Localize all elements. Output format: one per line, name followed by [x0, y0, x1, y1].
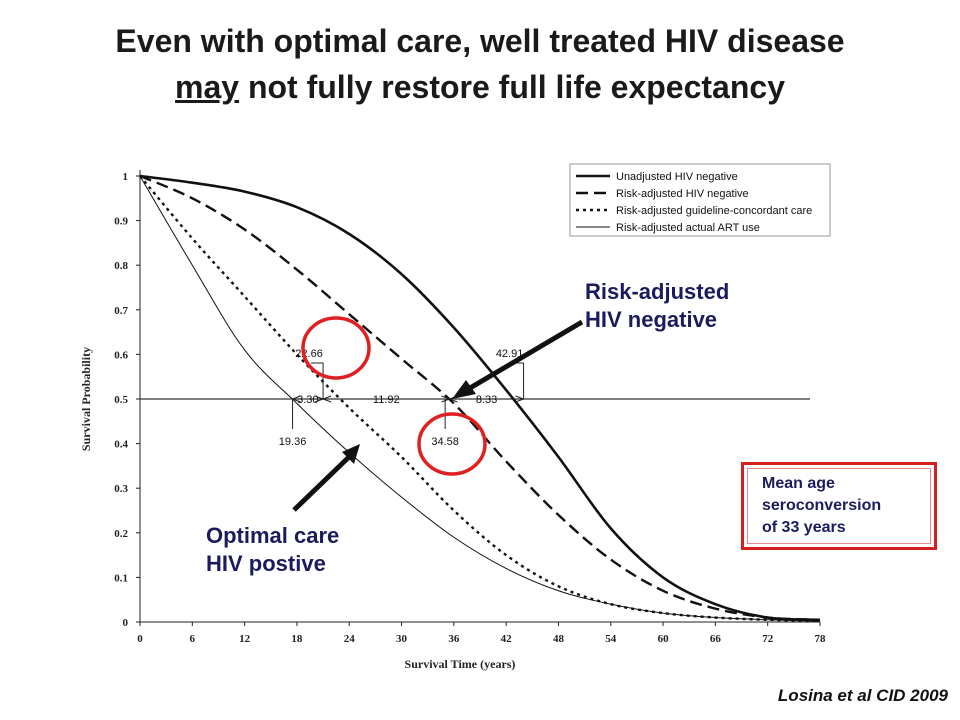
y-axis-label: Survival Probability: [79, 347, 93, 451]
chart-median-marks: 19.36 22.66 34.58 42.91 3.30 11.92 8.33: [279, 348, 526, 448]
x-tick-label: 18: [291, 633, 303, 645]
legend-label: Risk-adjusted actual ART use: [616, 222, 760, 234]
x-tick-label: 48: [553, 633, 565, 645]
arrow-optimal-care-head: [342, 444, 360, 464]
difference-arrow-left: [321, 395, 332, 403]
x-tick-label: 78: [815, 633, 827, 645]
mean-age-line1: Mean age: [762, 475, 835, 492]
y-tick-label: 0.4: [114, 439, 128, 451]
title-underlined-word: may: [175, 69, 240, 105]
callout-risk-adjusted-line1: Risk-adjusted: [585, 279, 730, 304]
y-tick-label: 0.6: [114, 349, 128, 361]
series-line-4: [139, 175, 821, 622]
x-tick-label: 36: [448, 633, 460, 645]
citation: Losina et al CID 2009: [777, 686, 948, 705]
legend-label: Risk-adjusted guideline-concordant care: [616, 205, 812, 217]
highlight-circle-34-58: [417, 412, 487, 476]
difference-label: 8.33: [476, 394, 497, 406]
y-tick-label: 1: [123, 171, 129, 183]
title-line2: may not fully restore full life expectan…: [0, 66, 960, 108]
median-label: 34.58: [431, 436, 459, 448]
y-tick-label: 0.3: [114, 483, 128, 495]
y-tick-label: 0.5: [114, 394, 128, 406]
difference-label: 3.30: [297, 394, 318, 406]
arrow-risk-adjusted-head: [452, 380, 476, 399]
median-label: 42.91: [496, 348, 524, 360]
difference-arrow-left: [291, 395, 301, 403]
arrow-optimal-care-shaft: [292, 454, 352, 512]
x-tick-label: 30: [396, 633, 408, 645]
median-label: 19.36: [279, 436, 307, 448]
x-tick-label: 6: [190, 633, 196, 645]
legend-box: [569, 163, 831, 237]
difference-label: 11.92: [373, 394, 400, 406]
y-tick-label: 0.1: [114, 572, 128, 584]
legend-label: Unadjusted HIV negative: [616, 171, 738, 183]
chart-axes: 0 6 12 18 24 30 36 42 48 54 60 66 72 78 0 0.1 0.2 0.3 0.4 0…: [79, 170, 826, 671]
callout-optimal-care: Optimal care HIV postive: [206, 522, 339, 578]
y-tick-label: 0.2: [114, 528, 128, 540]
series-line-2: [139, 174, 821, 621]
mean-age-line3: of 33 years: [762, 519, 846, 536]
callout-risk-adjusted: Risk-adjusted HIV negative: [585, 278, 729, 334]
x-tick-label: 42: [501, 633, 513, 645]
y-tick-label: 0.7: [114, 305, 128, 317]
mean-age-line2: seroconversion: [762, 497, 882, 514]
chart-legend: Unadjusted HIV negative Risk-adjusted HIV…: [569, 163, 831, 237]
title-line1: Even with optimal care, well treated HIV…: [115, 23, 845, 59]
highlight-circle-22-66: [301, 316, 371, 380]
x-axis-label: Survival Time (years): [405, 657, 516, 671]
x-tick-label: 60: [658, 633, 670, 645]
median-label: 22.66: [295, 348, 323, 360]
y-tick-label: 0.8: [114, 260, 128, 272]
title-line2-rest: not fully restore full life expectancy: [239, 69, 785, 105]
x-tick-label: 0: [137, 633, 143, 645]
mean-age-box: Mean age seroconversion of 33 years: [741, 462, 937, 550]
x-tick-label: 54: [605, 633, 617, 645]
x-tick-label: 72: [762, 633, 774, 645]
chart-highlights: [292, 316, 584, 512]
y-tick-label: 0.9: [114, 216, 128, 228]
y-tick-label: 0: [123, 617, 129, 629]
callout-optimal-care-line1: Optimal care: [206, 523, 340, 548]
x-tick-label: 24: [344, 633, 356, 645]
callout-risk-adjusted-line2: HIV negative: [585, 307, 718, 332]
legend-label: Risk-adjusted HIV negative: [616, 188, 749, 200]
series-line-1: [139, 174, 821, 622]
difference-arrow-right: [515, 395, 526, 403]
x-tick-label: 12: [239, 633, 251, 645]
x-tick-label: 66: [710, 633, 722, 645]
arrow-risk-adjusted-shaft: [468, 319, 584, 391]
callout-optimal-care-line2: HIV postive: [206, 551, 326, 576]
chart-series: [139, 174, 821, 623]
